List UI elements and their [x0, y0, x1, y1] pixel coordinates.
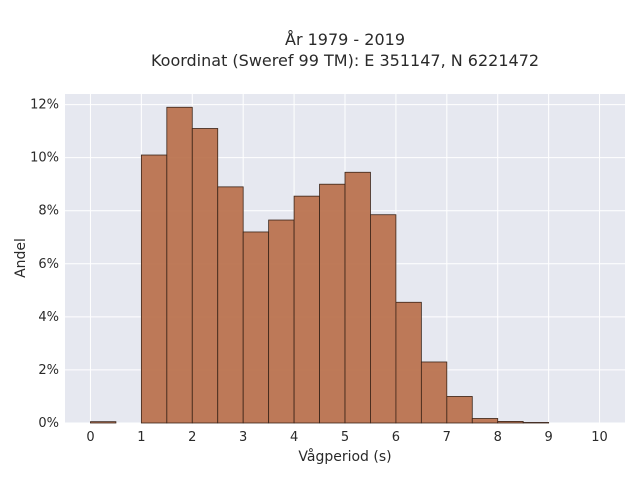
- histogram-bar: [420, 361, 448, 424]
- x-tick-label: 0: [86, 430, 94, 445]
- chart-title-line2: Koordinat (Sweref 99 TM): E 351147, N 62…: [151, 51, 539, 70]
- histogram-bar: [242, 231, 270, 424]
- x-tick-label: 5: [341, 430, 349, 445]
- x-tick-label: 8: [494, 430, 502, 445]
- histogram-bar: [319, 183, 346, 424]
- x-axis-label: Vågperiod (s): [298, 448, 391, 465]
- histogram-bar: [90, 421, 117, 424]
- x-tick-label: 4: [290, 430, 298, 445]
- x-tick-label: 3: [239, 430, 247, 445]
- x-tick-label: 1: [137, 430, 145, 445]
- y-axis-label: Andel: [13, 238, 29, 278]
- chart-title-line1: År 1979 - 2019: [285, 30, 405, 49]
- y-axis-ticks: 0% 2% 4% 6% 8% 10% 12%: [30, 98, 59, 431]
- histogram-bar: [217, 186, 244, 424]
- histogram-bar: [166, 106, 193, 424]
- histogram-bar: [522, 422, 550, 424]
- histogram-bar: [344, 171, 371, 424]
- histogram-bar: [268, 219, 295, 424]
- y-tick-label: 8%: [38, 204, 59, 219]
- x-tick-label: 9: [544, 430, 552, 445]
- histogram-bar: [446, 396, 473, 424]
- x-axis-ticks: 0 1 2 3 4 5 6 7 8 9 10: [86, 430, 608, 445]
- histogram-bar: [140, 154, 168, 424]
- histogram-bar: [471, 418, 499, 424]
- y-tick-label: 0%: [38, 416, 59, 431]
- histogram-bar: [293, 195, 320, 424]
- bars: [90, 106, 550, 424]
- y-tick-label: 6%: [38, 257, 59, 272]
- x-tick-label: 10: [591, 430, 608, 445]
- histogram-bar: [395, 301, 422, 424]
- histogram-bar: [191, 128, 219, 424]
- x-tick-label: 6: [392, 430, 400, 445]
- y-tick-label: 2%: [38, 363, 59, 378]
- x-tick-label: 2: [188, 430, 196, 445]
- y-tick-label: 10%: [30, 151, 59, 166]
- histogram-bar: [497, 421, 524, 424]
- histogram-bar: [370, 214, 397, 424]
- y-tick-label: 4%: [38, 310, 59, 325]
- y-tick-label: 12%: [30, 98, 59, 113]
- x-tick-label: 7: [443, 430, 451, 445]
